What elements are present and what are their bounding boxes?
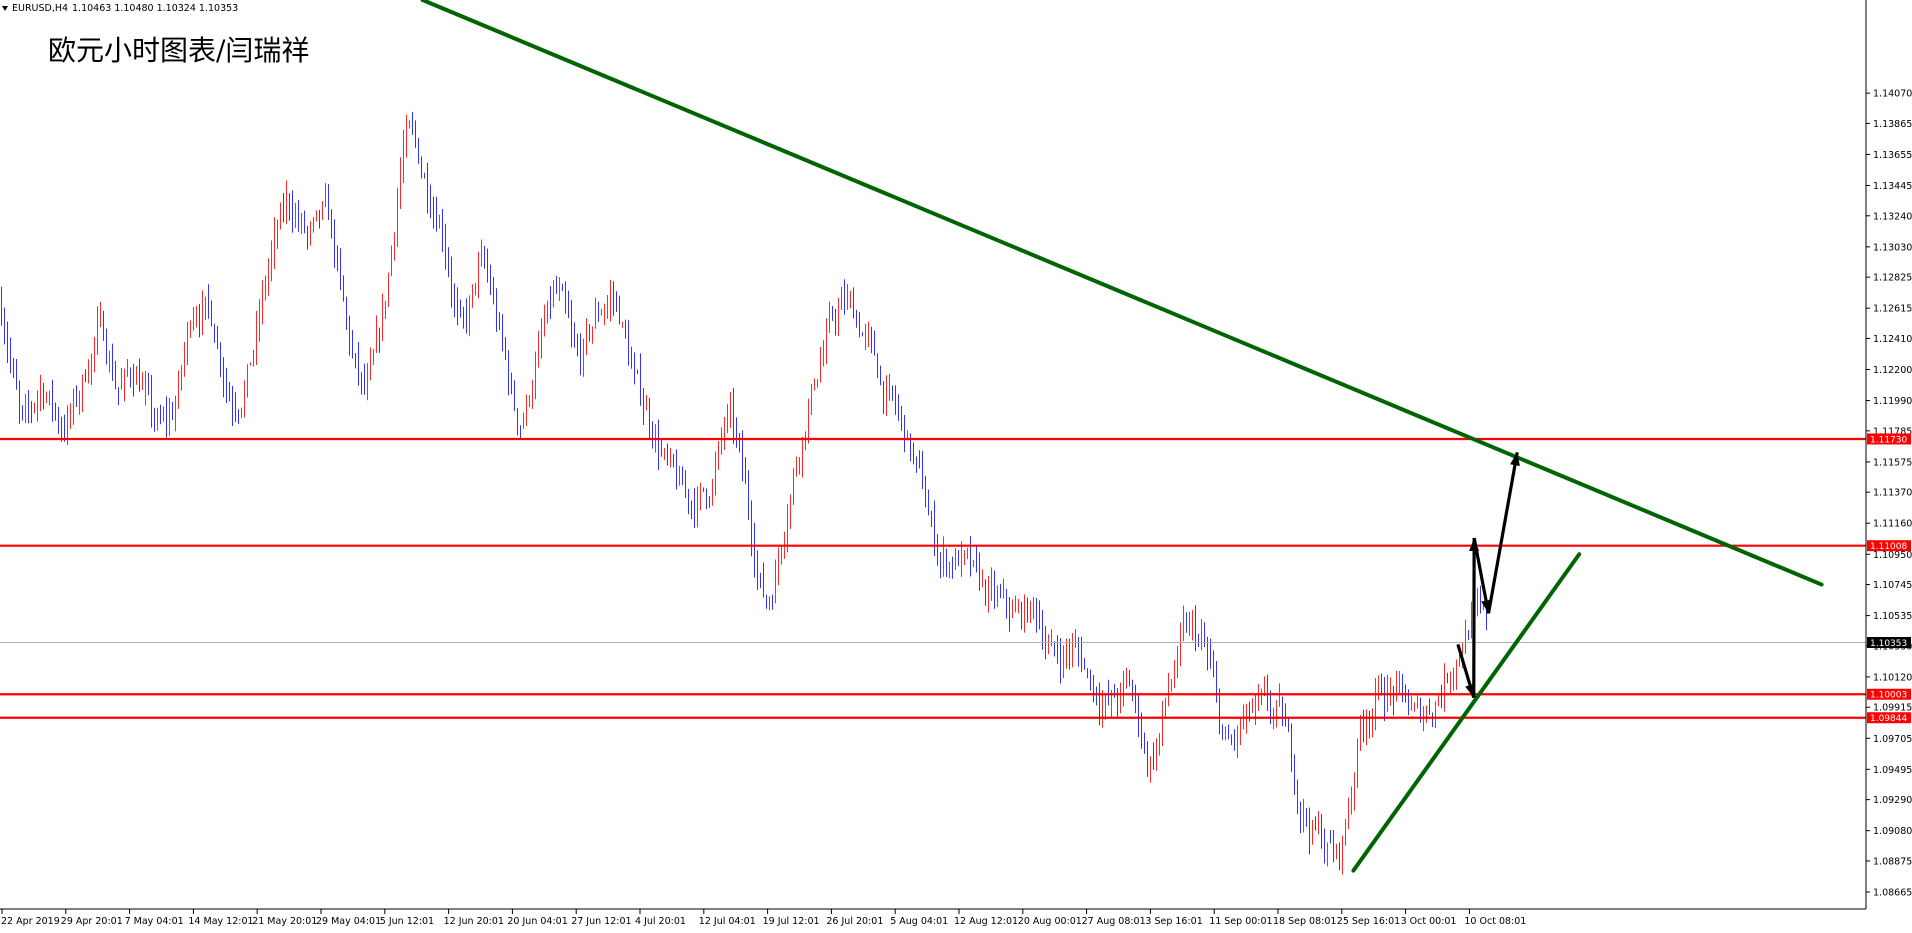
level-price-label: 1.11730: [1870, 435, 1907, 445]
x-tick-label: 21 May 20:01: [252, 916, 317, 927]
y-tick-label: 1.11575: [1873, 457, 1912, 468]
horizontal-levels: [0, 437, 1866, 719]
x-tick-label: 20 Aug 00:01: [1018, 916, 1082, 927]
arrow-head-icon: [1510, 452, 1520, 466]
level-price-box: [1867, 712, 1911, 724]
y-tick-label: 1.12825: [1873, 273, 1912, 284]
price-axis-ticks: 1.14070 1.13865 1.13655 1.13445 1.13240 1.130…: [1866, 89, 1912, 899]
x-tick-label: 29 May 04:01: [316, 916, 381, 927]
y-tick-label: 1.10120: [1873, 672, 1912, 683]
axes: [0, 0, 1867, 910]
y-tick-label: 1.12410: [1873, 334, 1912, 345]
y-tick-label: 1.13865: [1873, 119, 1912, 130]
trendlines: [420, 0, 1824, 873]
x-tick-label: 12 Aug 12:01: [954, 916, 1018, 927]
level-price-label: 1.11008: [1870, 542, 1907, 552]
y-tick-label: 1.11160: [1873, 519, 1912, 530]
y-tick-label: 1.09290: [1873, 795, 1912, 806]
x-tick-label: 12 Jun 20:01: [444, 916, 504, 927]
time-axis-ticks: 22 Apr 2019 29 Apr 20:01 7 May 04:01 14 May…: [1, 909, 1526, 927]
y-tick-label: 1.12615: [1873, 304, 1912, 315]
support-trendline[interactable]: [1351, 552, 1582, 873]
x-tick-label: 11 Sep 00:01: [1209, 916, 1272, 927]
x-tick-label: 5 Jun 12:01: [380, 916, 434, 927]
x-tick-label: 27 Jun 12:01: [571, 916, 631, 927]
forecast-arrow-segment: [1486, 452, 1519, 614]
y-tick-label: 1.08665: [1873, 888, 1912, 899]
y-tick-label: 1.14070: [1873, 89, 1912, 100]
x-tick-label: 12 Jul 04:01: [699, 916, 756, 927]
y-tick-label: 1.09915: [1873, 703, 1912, 714]
y-tick-label: 1.13445: [1873, 181, 1912, 192]
y-tick-label: 1.12200: [1873, 365, 1912, 376]
current-price-box: [1867, 637, 1911, 649]
x-tick-label: 5 Aug 04:01: [890, 916, 948, 927]
x-tick-label: 10 Oct 08:01: [1464, 916, 1526, 927]
x-tick-label: 26 Jul 20:01: [826, 916, 883, 927]
x-tick-label: 18 Sep 08:01: [1273, 916, 1336, 927]
level-price-label: 1.09844: [1870, 714, 1907, 724]
level-price-box: [1867, 540, 1911, 552]
x-tick-label: 4 Jul 20:01: [635, 916, 686, 927]
x-tick-label: 20 Jun 04:01: [507, 916, 567, 927]
resistance-trendline[interactable]: [420, 0, 1824, 587]
y-tick-label: 1.10950: [1873, 550, 1912, 561]
y-tick-label: 1.13655: [1873, 150, 1912, 161]
x-tick-label: 14 May 12:01: [188, 916, 253, 927]
y-tick-label: 1.08875: [1873, 856, 1912, 867]
x-tick-label: 7 May 04:01: [125, 916, 184, 927]
x-tick-label: 27 Aug 08:01: [1082, 916, 1146, 927]
symbol-label: EURUSD,H4: [12, 3, 68, 14]
y-tick-label: 1.13240: [1873, 211, 1912, 222]
y-tick-label: 1.09705: [1873, 734, 1912, 745]
triangle-down-icon[interactable]: [2, 6, 8, 11]
y-tick-label: 1.10535: [1873, 611, 1912, 622]
y-tick-label: 1.10745: [1873, 580, 1912, 591]
y-tick-label: 1.11370: [1873, 488, 1912, 499]
ohlc-label: 1.10463 1.10480 1.10324 1.10353: [72, 3, 238, 14]
y-tick-label: 1.13030: [1873, 242, 1912, 253]
current-price-label: 1.10353: [1870, 639, 1907, 649]
y-tick-label: 1.11785: [1873, 426, 1912, 437]
x-tick-label: 25 Sep 16:01: [1337, 916, 1400, 927]
y-tick-label: 1.09495: [1873, 765, 1912, 776]
x-tick-label: 29 Apr 20:01: [61, 916, 123, 927]
x-tick-label: 3 Sep 16:01: [1145, 916, 1202, 927]
y-tick-label: 1.11990: [1873, 396, 1912, 407]
forecast-arrow: [1456, 452, 1520, 699]
chart-annotation: 欧元小时图表/闫瑞祥: [48, 34, 309, 67]
x-tick-label: 22 Apr 2019: [1, 916, 60, 927]
x-tick-label: 19 Jul 12:01: [763, 916, 820, 927]
y-tick-label: 1.09080: [1873, 826, 1912, 837]
x-tick-label: 3 Oct 00:01: [1401, 916, 1457, 927]
level-price-labels: 1.11730 1.11008 1.10003 1.09844 1.10353: [1867, 433, 1911, 724]
level-price-box: [1867, 433, 1911, 445]
level-price-box: [1867, 688, 1911, 700]
level-price-label: 1.10003: [1870, 691, 1907, 701]
